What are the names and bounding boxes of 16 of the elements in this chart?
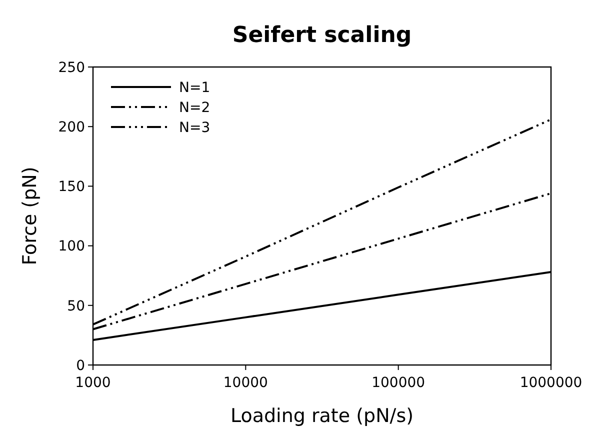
chart-title: Seifert scaling [232,23,412,48]
x-tick-label: 1000000 [520,375,582,391]
legend-label: N=2 [179,100,210,116]
x-axis-title: Loading rate (pN/s) [230,405,414,427]
y-axis-title: Force (pN) [19,166,41,266]
x-tick-label: 100000 [372,375,426,391]
y-tick-label: 0 [76,358,85,374]
x-tick-label: 10000 [223,375,268,391]
y-tick-label: 200 [58,120,85,136]
y-tick-label: 150 [58,179,85,196]
legend-label: N=3 [179,120,210,136]
y-tick-label: 100 [58,238,85,255]
y-tick-label: 50 [67,298,85,314]
x-tick-label: 1000 [75,375,111,391]
y-tick-label: 250 [58,60,85,76]
legend-label: N=1 [179,80,210,96]
